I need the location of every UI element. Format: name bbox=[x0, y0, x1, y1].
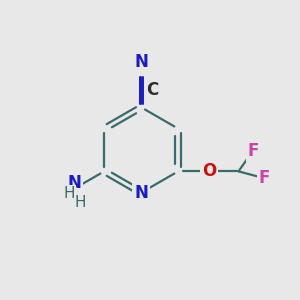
Text: N: N bbox=[134, 184, 148, 202]
Text: O: O bbox=[202, 162, 216, 180]
Text: N: N bbox=[134, 53, 148, 71]
Text: H: H bbox=[74, 195, 86, 210]
Text: H: H bbox=[64, 186, 75, 201]
Text: N: N bbox=[68, 174, 82, 192]
Text: F: F bbox=[247, 142, 259, 160]
Text: C: C bbox=[146, 81, 159, 99]
Text: F: F bbox=[258, 169, 270, 187]
